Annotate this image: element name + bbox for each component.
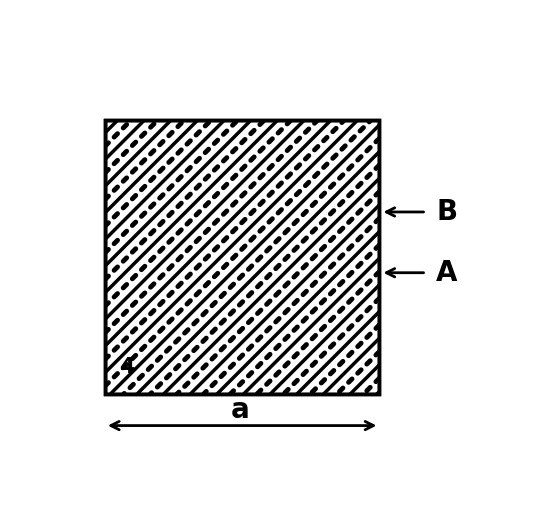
Text: 4: 4 <box>119 357 134 377</box>
Bar <box>86 394 477 453</box>
Bar <box>86 61 105 453</box>
Text: a: a <box>231 396 250 424</box>
Bar <box>105 120 379 394</box>
Bar <box>105 120 379 394</box>
Bar <box>379 61 477 453</box>
Text: B: B <box>436 198 457 226</box>
Text: A: A <box>436 259 458 287</box>
Bar <box>105 120 379 394</box>
